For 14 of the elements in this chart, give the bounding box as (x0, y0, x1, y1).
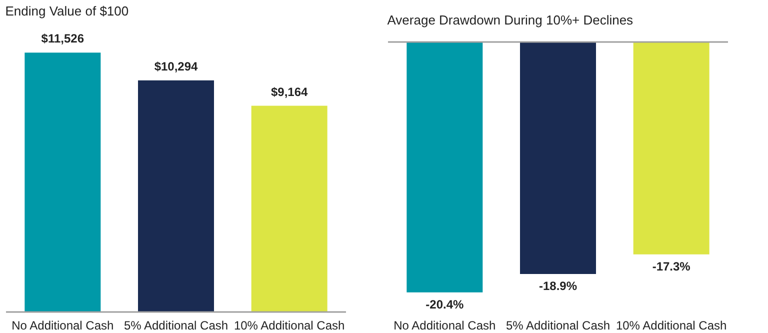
data-label: $10,294 (154, 59, 198, 74)
x-tick-label: 5% Additional Cash (124, 318, 228, 332)
data-label: -18.9% (538, 278, 578, 293)
chart-title: Average Drawdown During 10%+ Declines (387, 12, 634, 28)
x-tick-label: 10% Additional Cash (616, 318, 727, 332)
x-tick-label: No Additional Cash (394, 318, 496, 332)
x-tick-label: 10% Additional Cash (234, 318, 345, 332)
data-label: -20.4% (426, 297, 464, 312)
x-tick-label: No Additional Cash (12, 318, 114, 332)
data-label: $11,526 (41, 32, 84, 46)
x-tick-label: 5% Additional Cash (506, 318, 610, 332)
data-label: -17.3% (652, 259, 691, 274)
chart-title: Ending Value of $100 (5, 4, 129, 19)
data-label: $9,164 (270, 84, 308, 99)
